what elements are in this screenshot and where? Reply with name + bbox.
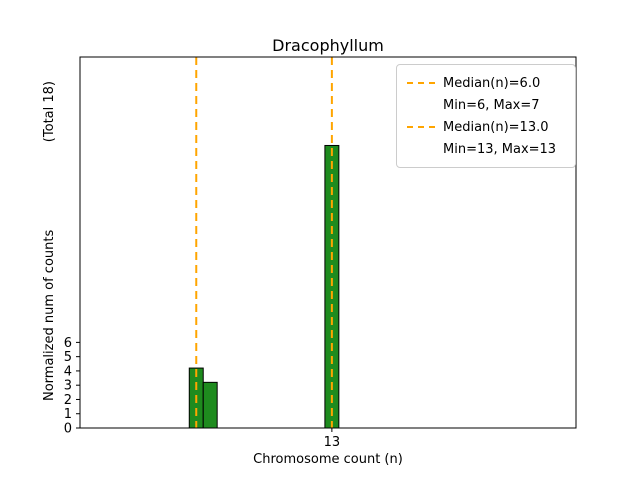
y-tick-label: 4 — [64, 364, 72, 379]
y-tick-label: 6 — [64, 336, 72, 351]
y-tick-label: 2 — [64, 393, 72, 408]
y-tick-label: 1 — [64, 407, 72, 422]
axes-frame — [79, 56, 577, 429]
chart-title: Dracophyllum — [272, 36, 384, 55]
x-tick-label: 13 — [324, 435, 341, 450]
legend-item-range-13: Min=13, Max=13 — [407, 138, 565, 160]
y-axis-label-text: Normalized num of counts — [41, 229, 57, 401]
y-axis-label: Normalized num of counts (Total 18) — [41, 81, 57, 401]
legend-label: Min=6, Max=7 — [443, 97, 540, 113]
dashed-line-icon — [407, 82, 435, 84]
legend-item-range-6: Min=6, Max=7 — [407, 94, 565, 116]
y-tick-label: 3 — [64, 379, 72, 394]
legend: Median(n)=6.0 Min=6, Max=7 Median(n)=13.… — [396, 64, 576, 168]
y-axis-total-text: (Total 18) — [41, 81, 57, 143]
legend-item-median-13: Median(n)=13.0 — [407, 116, 565, 138]
legend-label: Median(n)=13.0 — [443, 119, 549, 135]
y-tick-label: 0 — [64, 422, 72, 437]
legend-item-median-6: Median(n)=6.0 — [407, 72, 565, 94]
legend-label: Median(n)=6.0 — [443, 75, 541, 91]
legend-label: Min=13, Max=13 — [443, 141, 557, 157]
dashed-line-icon — [407, 126, 435, 128]
x-axis-label: Chromosome count (n) — [253, 452, 403, 467]
y-tick-label: 5 — [64, 350, 72, 365]
histogram-bar — [202, 381, 218, 429]
